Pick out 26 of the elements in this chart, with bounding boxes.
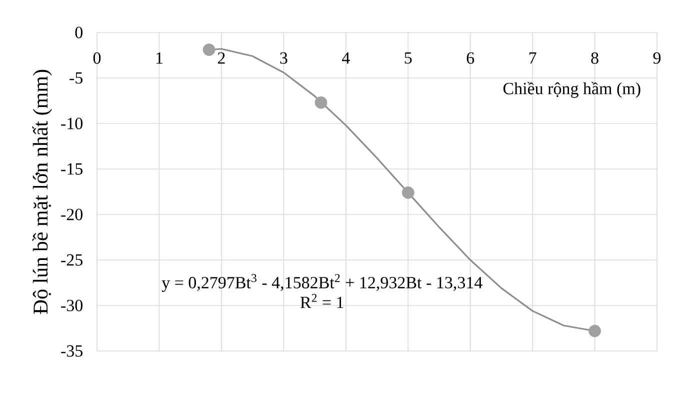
y-tick-label: -35 — [61, 345, 82, 357]
y-tick-label: -30 — [61, 300, 82, 312]
y-tick-label: 0 — [75, 26, 82, 38]
x-tick-label: 1 — [156, 52, 162, 64]
annotation: R$^{2}$ = 1 — [300, 294, 344, 308]
y-tick-label: -20 — [61, 208, 82, 220]
y-tick-label: -15 — [61, 163, 82, 175]
x-tick-label: 0 — [93, 52, 101, 64]
point — [402, 186, 414, 199]
y-tick-label: -25 — [61, 254, 82, 266]
y-tick-label: -10 — [61, 118, 82, 130]
point — [202, 44, 216, 56]
annotation: y = 0,2797Bt$^{3}$ - 4,1582Bt$^{2}$ + 12,932Bt - 13,314 — [162, 274, 482, 292]
x-tick-label: 9 — [653, 52, 661, 64]
x-axis-title: Chiều rộng hầm (m) — [503, 82, 640, 98]
x-tick-label: 4 — [342, 52, 350, 64]
point — [314, 96, 328, 109]
x-tick-label: 3 — [280, 52, 288, 64]
point — [588, 324, 601, 338]
x-tick-label: 6 — [466, 52, 474, 64]
x-tick-label: 2 — [218, 52, 225, 64]
y-axis-title: Độ lún bề mặt lớn nhất (mm) — [32, 70, 52, 314]
x-tick-label: 5 — [404, 52, 412, 64]
x-tick-label: 7 — [529, 52, 536, 64]
x-tick-label: 8 — [591, 52, 598, 64]
y-tick-label: -5 — [70, 72, 82, 84]
